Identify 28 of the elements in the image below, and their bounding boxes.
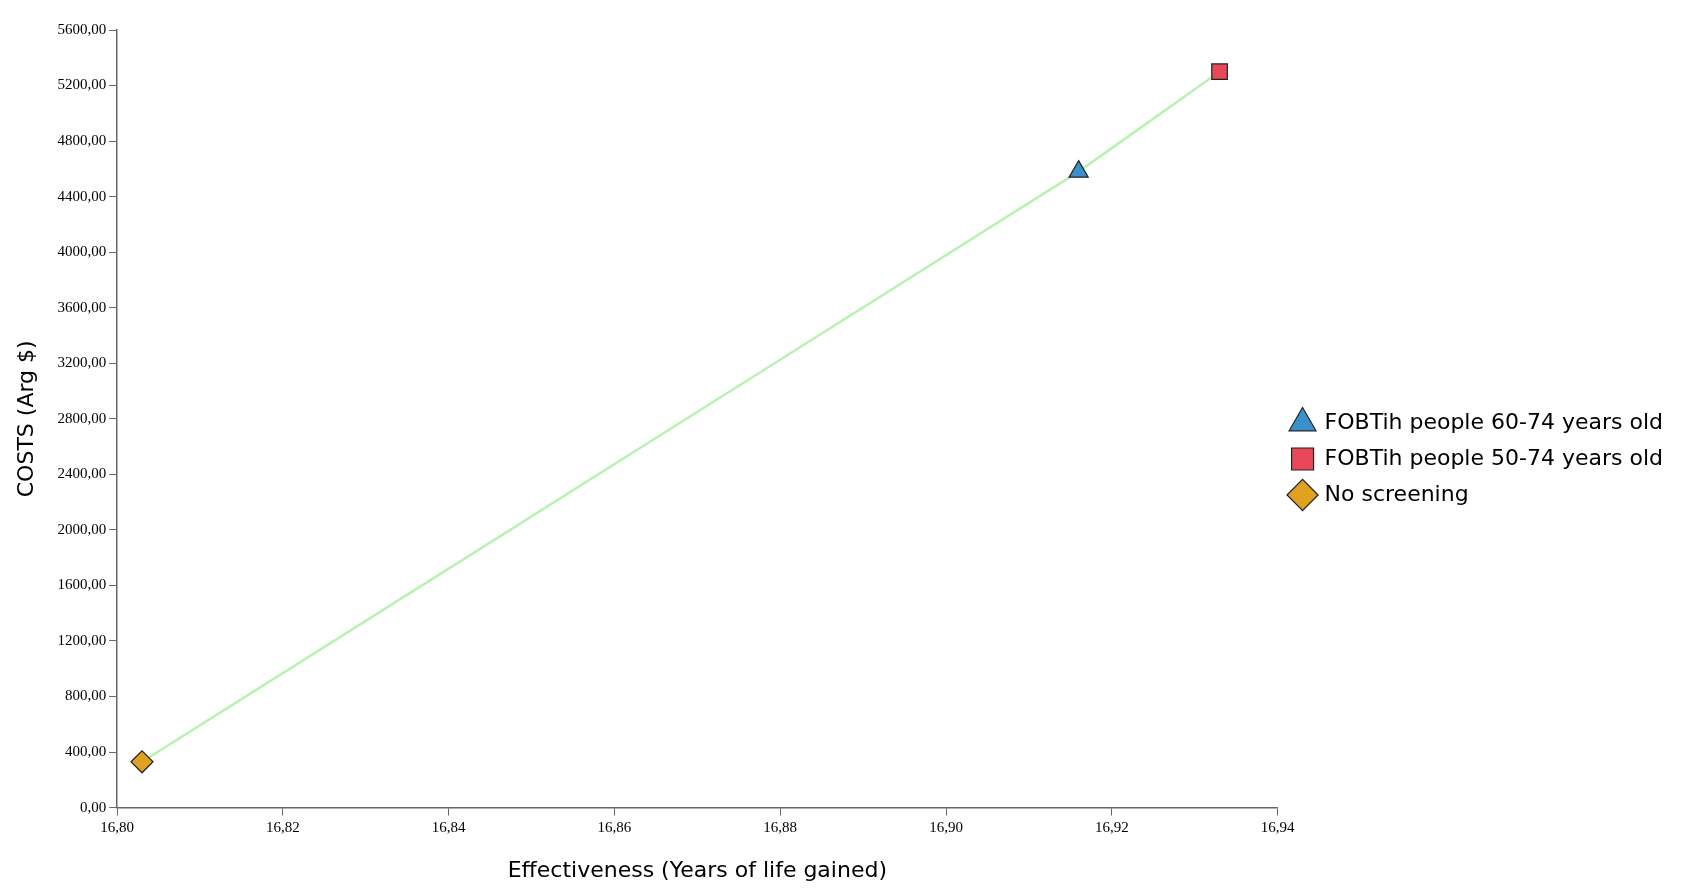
y-tick-label: 1600,00 — [57, 576, 107, 593]
y-tick-label: 3200,00 — [57, 354, 107, 371]
y-tick-label: 1200,00 — [57, 631, 107, 648]
x-tick-label: 16,94 — [1260, 818, 1295, 835]
y-tick-label: 5200,00 — [57, 76, 107, 93]
x-tick-label: 16,80 — [100, 818, 135, 835]
y-tick-label: 4800,00 — [57, 132, 107, 149]
y-tick-label: 3600,00 — [57, 298, 107, 315]
y-tick-label: 400,00 — [64, 742, 107, 759]
legend-label: No screening — [1324, 480, 1469, 506]
x-tick-label: 16,86 — [597, 818, 632, 835]
legend-label: FOBTih people 50-74 years old — [1324, 444, 1663, 470]
y-tick-label: 5600,00 — [57, 20, 107, 37]
x-tick-label: 16,84 — [431, 818, 467, 835]
y-axis-title: COSTS (Arg $) — [12, 340, 38, 498]
y-tick-label: 800,00 — [64, 687, 107, 704]
x-tick-label: 16,92 — [1094, 818, 1129, 835]
x-tick-label: 16,90 — [929, 818, 963, 835]
x-axis-title: Effectiveness (Years of life gained) — [507, 856, 887, 882]
y-tick-label: 2800,00 — [57, 409, 107, 426]
x-tick-label: 16,88 — [763, 818, 798, 835]
y-tick-label: 2400,00 — [57, 465, 107, 482]
y-tick-label: 2000,00 — [57, 520, 107, 537]
y-tick-label: 4000,00 — [57, 243, 107, 260]
x-tick-label: 16,82 — [266, 818, 300, 835]
y-tick-label: 4400,00 — [57, 187, 107, 204]
y-tick-label: 0,00 — [79, 798, 107, 815]
legend-label: FOBTih people 60-74 years old — [1324, 408, 1663, 434]
